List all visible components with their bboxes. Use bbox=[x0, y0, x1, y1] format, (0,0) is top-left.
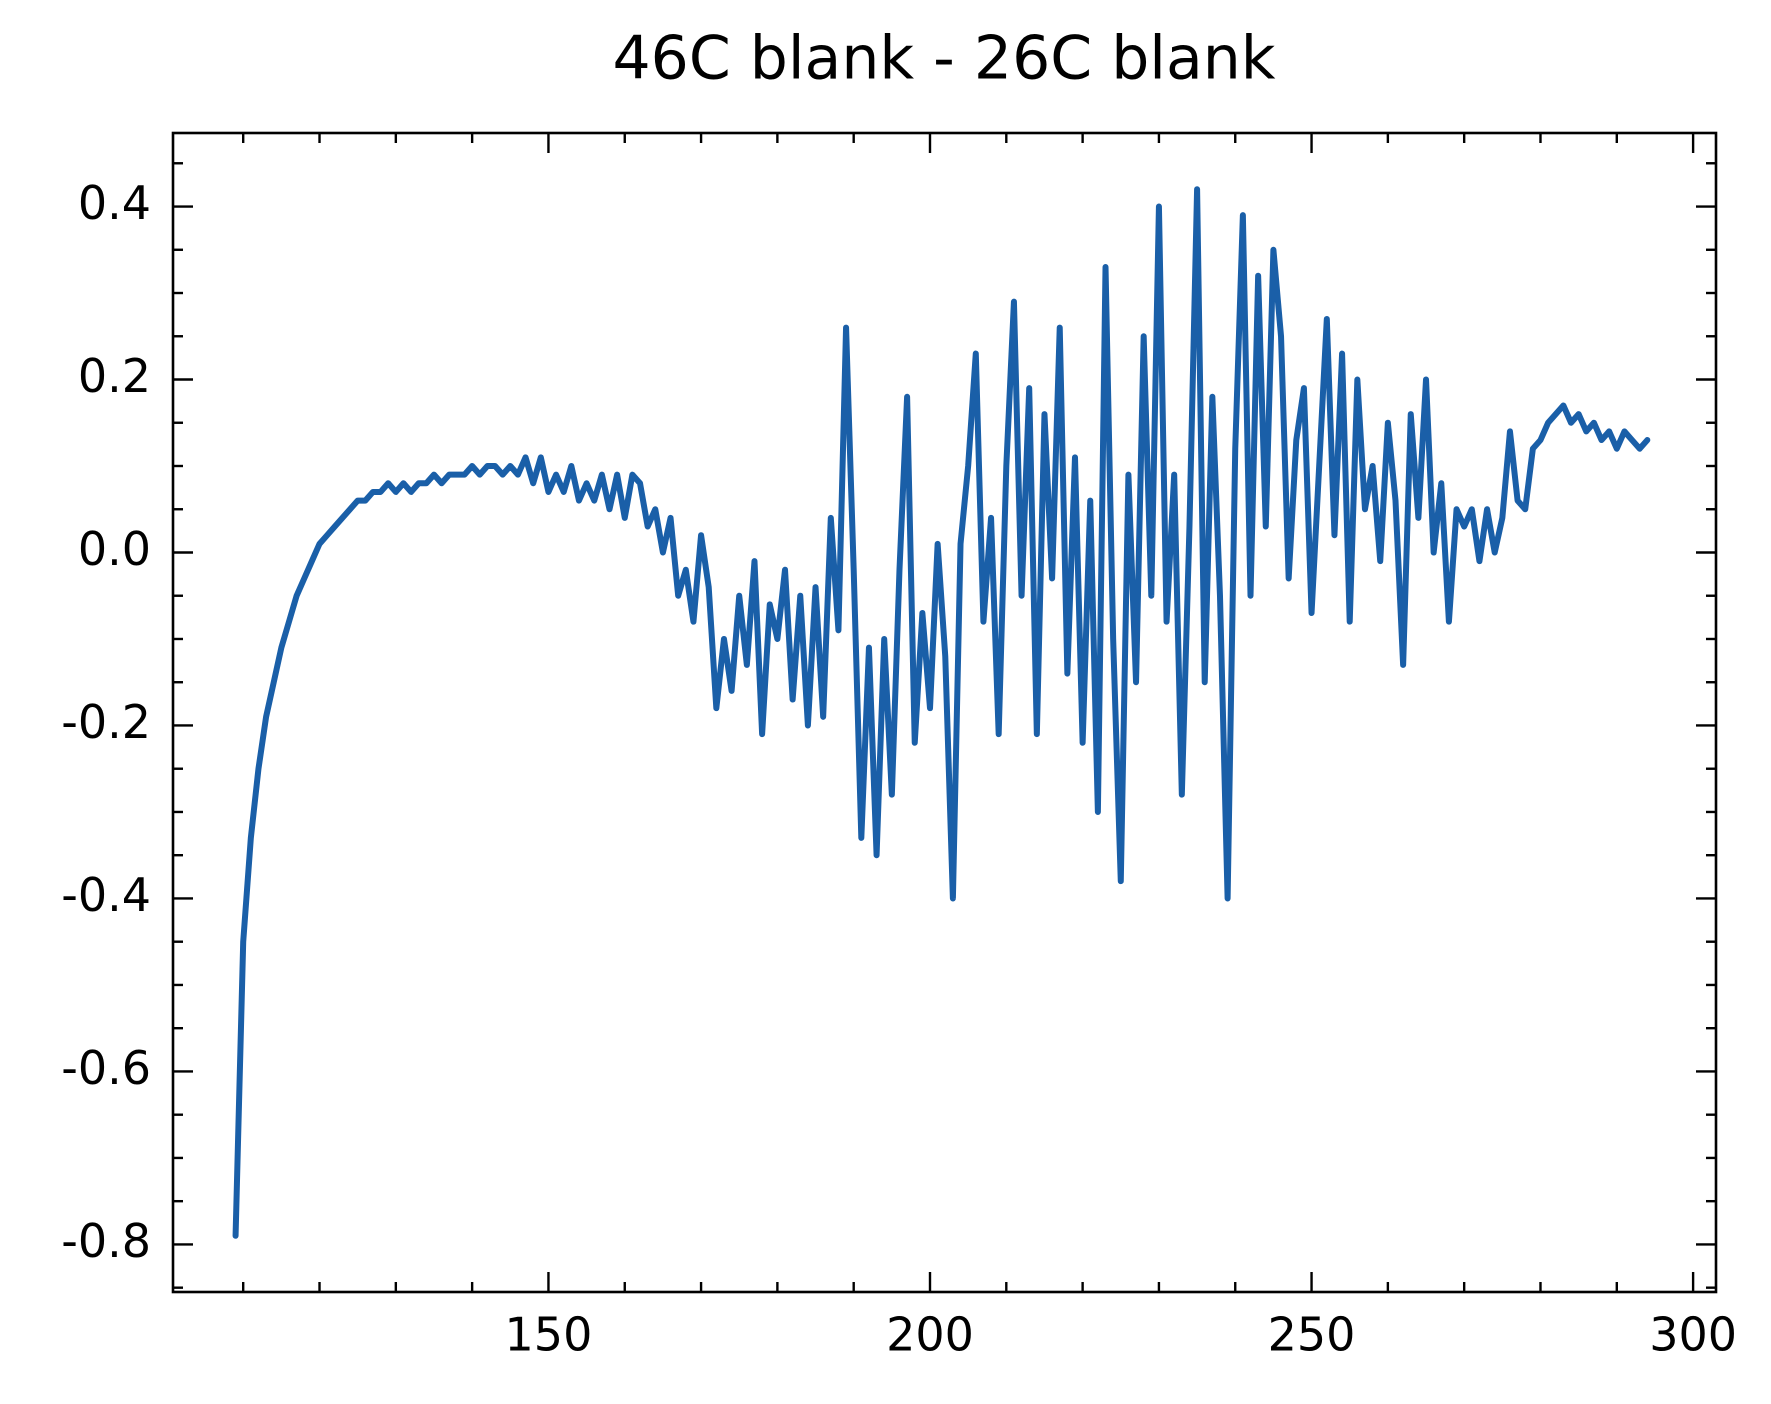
x-tick-label: 300 bbox=[1649, 1308, 1737, 1362]
y-tick-label: 0.2 bbox=[78, 349, 151, 403]
y-tick-label: 0.0 bbox=[78, 522, 151, 576]
data-line bbox=[232, 186, 1651, 1239]
plot-frame bbox=[171, 131, 1718, 1294]
y-tick-label: -0.4 bbox=[61, 868, 151, 922]
y-tick-label: 0.4 bbox=[78, 176, 151, 230]
chart-title: 46C blank - 26C blank bbox=[612, 24, 1275, 94]
x-tick-label: 150 bbox=[505, 1308, 593, 1362]
y-tick-label: -0.8 bbox=[61, 1214, 151, 1268]
x-tick-label: 250 bbox=[1268, 1308, 1356, 1362]
y-tick-label: -0.6 bbox=[61, 1041, 151, 1095]
y-tick-label: -0.2 bbox=[61, 695, 151, 749]
x-tick-label: 200 bbox=[886, 1308, 974, 1362]
